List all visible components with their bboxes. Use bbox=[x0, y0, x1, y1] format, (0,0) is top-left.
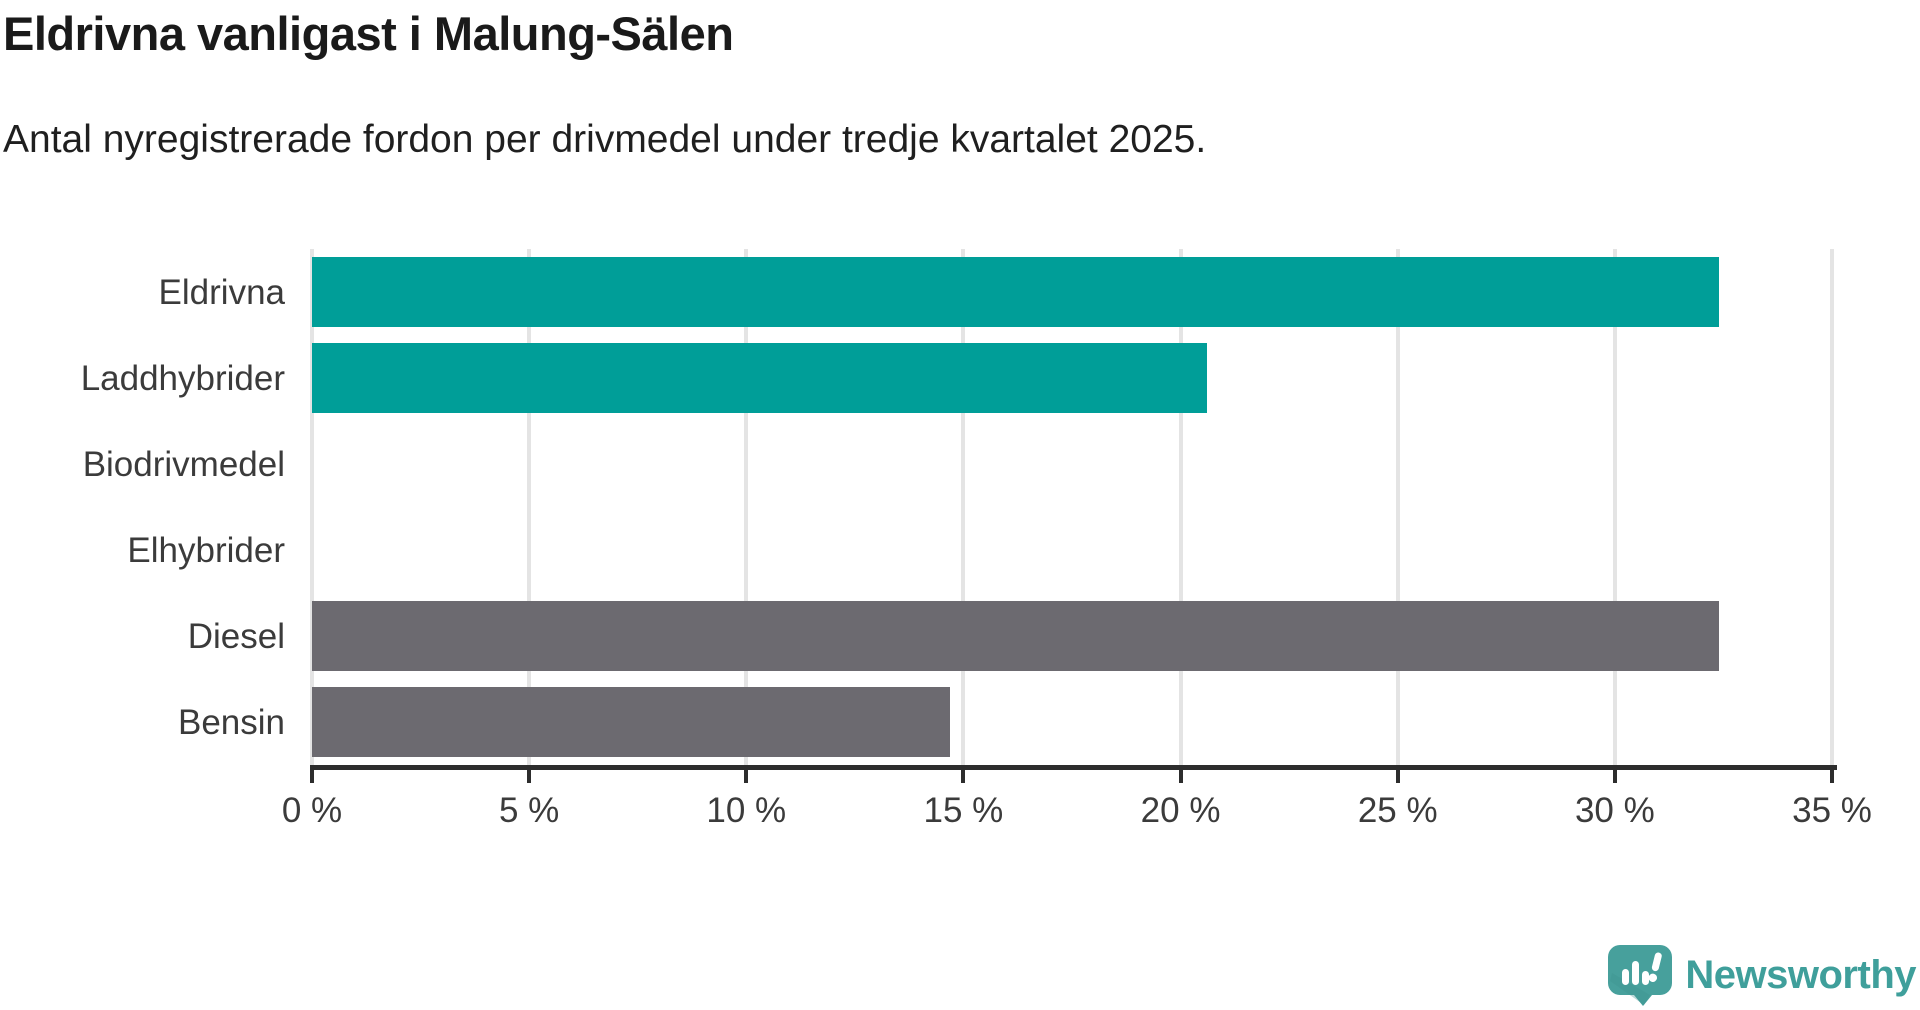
gridline bbox=[1395, 249, 1400, 765]
x-axis-tick bbox=[961, 765, 966, 783]
gridline bbox=[310, 249, 314, 765]
category-label: Eldrivna bbox=[158, 273, 285, 312]
x-axis-tick-label: 5 % bbox=[498, 791, 560, 830]
category-label: Elhybrider bbox=[127, 531, 285, 570]
x-axis-tick bbox=[1178, 765, 1183, 783]
gridline bbox=[1612, 249, 1617, 765]
gridline bbox=[527, 249, 532, 765]
chart-subtitle: Antal nyregistrerade fordon per drivmede… bbox=[3, 118, 1207, 161]
x-axis-tick-label: 20 % bbox=[1140, 791, 1221, 830]
bar-bensin bbox=[312, 687, 951, 757]
x-axis-tick-label: 35 % bbox=[1792, 791, 1872, 830]
bar-eldrivna bbox=[312, 257, 1720, 327]
gridline bbox=[1830, 249, 1834, 765]
category-label: Diesel bbox=[187, 617, 285, 656]
bar-diesel bbox=[312, 601, 1720, 671]
branding: Newsworthy bbox=[1608, 945, 1916, 1006]
x-axis-tick bbox=[1830, 765, 1834, 783]
x-axis-tick bbox=[527, 765, 532, 783]
x-axis-tick-label: 25 % bbox=[1357, 791, 1438, 830]
gridline bbox=[744, 249, 749, 765]
x-axis-tick-label: 0 % bbox=[281, 791, 343, 830]
x-axis-tick bbox=[1612, 765, 1617, 783]
x-axis-tick-label: 10 % bbox=[706, 791, 787, 830]
newsworthy-logo-icon bbox=[1608, 945, 1673, 1006]
x-axis-tick-label: 15 % bbox=[923, 791, 1004, 830]
x-axis-tick bbox=[1395, 765, 1400, 783]
category-label: Laddhybrider bbox=[80, 359, 285, 398]
x-axis-tick bbox=[310, 765, 314, 783]
bar-laddhybrider bbox=[312, 343, 1207, 413]
x-axis-tick-label: 30 % bbox=[1574, 791, 1655, 830]
newsworthy-logo-text: Newsworthy bbox=[1685, 953, 1916, 997]
category-label: Bensin bbox=[177, 703, 285, 742]
gridline bbox=[961, 249, 966, 765]
x-axis-line bbox=[310, 765, 1837, 770]
x-axis-tick bbox=[744, 765, 749, 783]
chart-title: Eldrivna vanligast i Malung-Sälen bbox=[3, 7, 734, 60]
category-label: Biodrivmedel bbox=[82, 445, 285, 484]
gridline bbox=[1178, 249, 1183, 765]
